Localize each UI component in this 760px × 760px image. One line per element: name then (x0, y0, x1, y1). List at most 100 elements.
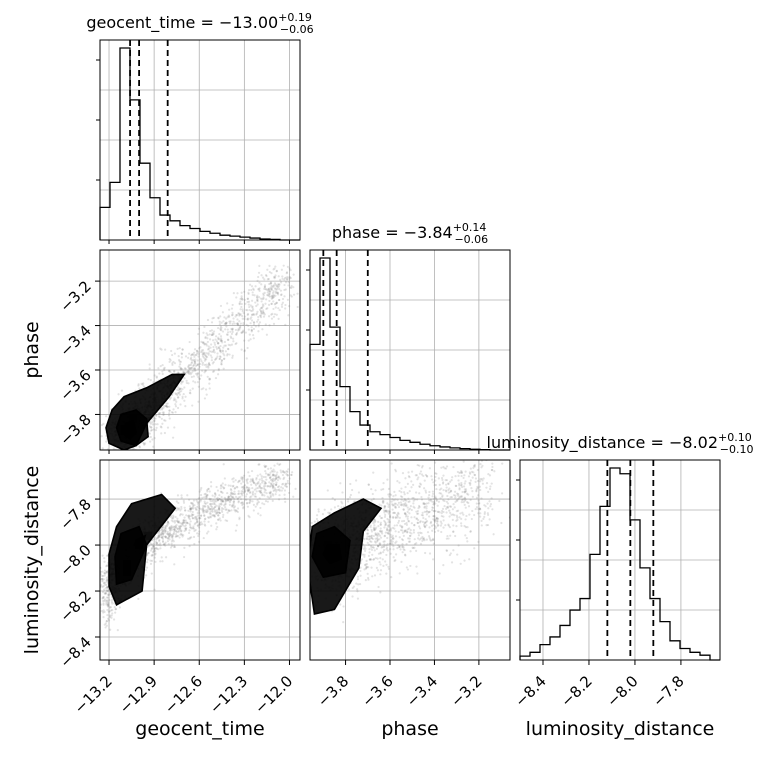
sample-point (279, 463, 282, 466)
sample-point (197, 507, 200, 510)
sample-point (250, 313, 254, 316)
sample-point (170, 535, 174, 538)
sample-point (216, 355, 219, 358)
sample-point (240, 305, 243, 309)
sample-point (359, 574, 362, 577)
x-tick-label: −8.4 (511, 672, 549, 710)
sample-point (393, 559, 396, 563)
sample-point (451, 513, 455, 516)
sample-point (230, 489, 233, 492)
sample-point (231, 492, 234, 495)
sample-point (390, 542, 393, 545)
sample-point (406, 515, 409, 518)
sample-point (226, 338, 230, 341)
sample-point (176, 527, 179, 530)
sample-point (464, 488, 468, 491)
sample-point (117, 463, 119, 465)
sample-point (240, 477, 243, 480)
sample-point (226, 519, 229, 523)
sample-point (155, 538, 158, 541)
sample-point (262, 475, 265, 479)
sample-point (171, 362, 174, 365)
sample-point (215, 345, 218, 349)
sample-point (226, 302, 229, 305)
sample-point (245, 498, 248, 501)
sample-point (114, 611, 117, 614)
sample-point (219, 304, 223, 308)
sample-point (290, 286, 293, 289)
sample-point (382, 546, 385, 549)
sample-point (260, 477, 263, 480)
sample-point (234, 495, 238, 498)
sample-point (450, 496, 453, 499)
sample-point (227, 509, 230, 512)
sample-point (151, 553, 154, 556)
sample-point (381, 501, 384, 504)
sample-point (386, 528, 389, 531)
sample-point (386, 549, 389, 552)
sample-point (231, 330, 234, 334)
sample-point (248, 501, 251, 505)
sample-point (209, 508, 212, 511)
sample-point (201, 355, 205, 358)
sample-point (284, 303, 287, 307)
sample-point (188, 522, 191, 525)
sample-point (406, 506, 409, 509)
sample-point (416, 512, 420, 515)
sample-point (241, 494, 244, 497)
sample-point (307, 540, 309, 542)
sample-point (175, 500, 178, 503)
sample-point (211, 333, 215, 336)
sample-point (196, 524, 199, 527)
sample-point (485, 486, 488, 489)
sample-point (383, 511, 386, 514)
sample-point (241, 314, 244, 318)
sample-point (366, 572, 369, 575)
sample-point (273, 474, 276, 477)
sample-point (269, 286, 272, 289)
sample-point (170, 519, 173, 522)
sample-point (163, 526, 167, 529)
sample-point (410, 470, 414, 473)
sample-point (107, 619, 111, 622)
sample-point (176, 396, 180, 399)
sample-point (261, 487, 264, 490)
sample-point (217, 326, 220, 330)
sample-point (349, 493, 352, 497)
sample-point (245, 478, 248, 481)
sample-point (407, 519, 410, 523)
sample-point (159, 560, 162, 563)
sample-point (270, 302, 273, 305)
sample-point (257, 323, 260, 326)
sample-point (184, 371, 187, 374)
sample-point (284, 482, 287, 485)
sample-point (225, 322, 228, 325)
sample-point (191, 352, 194, 356)
sample-point (210, 485, 213, 488)
sample-point (215, 485, 218, 489)
sample-point (153, 436, 156, 440)
sample-point (216, 518, 220, 521)
sample-point (210, 356, 213, 359)
sample-point (406, 517, 409, 520)
sample-point (474, 480, 477, 483)
sample-point (173, 526, 176, 529)
sample-point (229, 335, 232, 338)
sample-point (240, 490, 243, 493)
sample-point (180, 507, 183, 510)
sample-point (277, 283, 281, 286)
sample-point (208, 350, 211, 353)
sample-point (220, 490, 223, 494)
sample-point (475, 489, 478, 492)
sample-point (192, 358, 195, 361)
sample-point (165, 404, 168, 408)
sample-point (286, 479, 289, 483)
sample-point (187, 364, 190, 367)
sample-point (189, 508, 193, 511)
sample-point (489, 505, 492, 508)
sample-point (177, 508, 180, 511)
sample-point (458, 516, 461, 519)
sample-point (159, 347, 162, 350)
sample-point (486, 523, 490, 527)
sample-point (241, 298, 244, 301)
